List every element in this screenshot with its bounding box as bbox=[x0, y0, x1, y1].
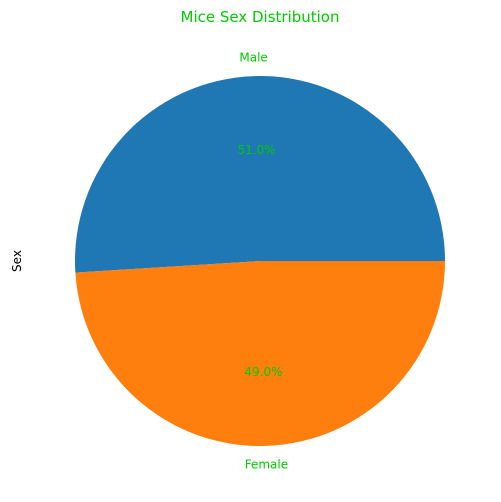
pie-slice-female bbox=[75, 261, 446, 447]
slice-label-female: Female bbox=[245, 457, 288, 471]
y-axis-label: Sex bbox=[10, 250, 24, 272]
slice-percent-female: 49.0% bbox=[244, 365, 282, 379]
pie-labels: Male 51.0% Female 49.0% bbox=[237, 51, 288, 472]
slice-percent-male: 51.0% bbox=[237, 143, 275, 157]
chart-title: Mice Sex Distribution bbox=[181, 8, 340, 26]
pie-slices bbox=[75, 76, 446, 447]
pie-slice-male bbox=[75, 76, 446, 273]
slice-label-male: Male bbox=[239, 51, 267, 65]
